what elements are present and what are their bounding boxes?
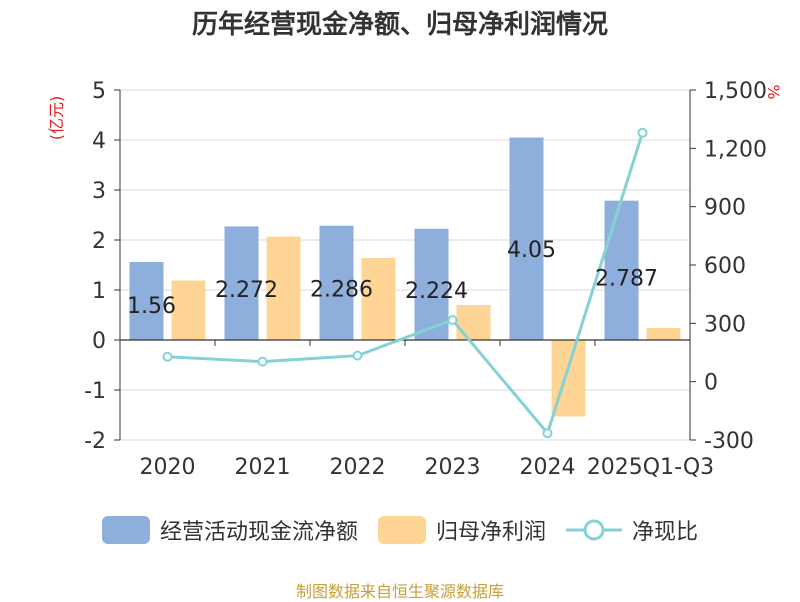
data-label-cashflow: 2.224 [405,279,468,304]
bar-cashflow [604,200,639,340]
y-left-tick-label: 2 [92,229,106,254]
data-label-cashflow: 2.286 [310,278,373,303]
x-tick-label: 2023 [425,455,481,480]
bar-net-profit [266,236,301,340]
source-note: 制图数据来自恒生聚源数据库 [295,582,504,601]
y-right-tick-label: 300 [704,312,746,337]
chart-title: 历年经营现金净额、归母净利润情况 [191,10,608,40]
y-right-tick-label: 1,200 [704,137,767,162]
bar-cashflow [509,137,544,340]
y-right-axis-label: % [764,84,783,99]
bar-cashflow [224,226,259,340]
bar-net-profit [456,305,491,340]
x-tick-label: 2024 [520,455,576,480]
y-left-tick-label: -2 [84,429,106,454]
y-left-tick-label: 1 [92,279,106,304]
line-point-cash-ratio [257,356,268,367]
bar-net-profit [646,328,681,340]
data-label-cashflow: 4.05 [507,238,556,263]
legend-swatch-cashflow [101,516,150,544]
line-cash-ratio [167,132,644,437]
legend-label-net-profit: 归母净利润 [435,520,546,545]
legend-item-net-profit[interactable]: 归母净利润 [377,514,546,546]
y-left-tick-label: 5 [92,79,106,104]
legend-line-icon [566,519,622,541]
legend: 经营活动现金流净额 归母净利润 净现比 [0,514,800,546]
bar-cashflow [319,225,354,340]
data-label-cashflow: 2.787 [595,266,658,291]
legend-swatch-net-profit [377,516,426,544]
bar-net-profit [361,258,396,340]
bar-cashflow [414,228,449,340]
y-right-tick-label: 1,500 [704,79,767,104]
legend-label-cashflow: 经营活动现金流净额 [159,520,358,545]
data-label-cashflow: 1.56 [127,294,176,319]
legend-item-cashflow[interactable]: 经营活动现金流净额 [101,514,358,546]
x-tick-label: 2025Q1-Q3 [587,455,714,480]
y-left-tick-label: 4 [92,129,106,154]
bar-cashflow [129,262,164,340]
y-left-axis-label: (亿元) [47,96,66,141]
y-left-tick-label: 0 [92,329,106,354]
line-point-cash-ratio [637,127,648,138]
y-right-tick-label: -300 [704,429,754,454]
y-right-tick-label: 0 [704,371,718,396]
y-left-tick-label: 3 [92,179,106,204]
x-tick-label: 2022 [330,455,386,480]
y-right-tick-label: 900 [704,196,746,221]
line-point-cash-ratio [162,351,173,362]
y-right-tick-label: 600 [704,254,746,279]
line-point-cash-ratio [352,350,363,361]
y-left-tick-label: -1 [84,379,106,404]
data-label-cashflow: 2.272 [215,278,278,303]
x-tick-label: 2021 [235,455,291,480]
x-tick-label: 2020 [140,455,196,480]
line-point-cash-ratio [542,428,553,439]
bar-net-profit [171,280,206,340]
legend-item-cash-ratio[interactable]: 净现比 [566,514,698,546]
legend-label-cash-ratio: 净现比 [632,520,699,545]
line-point-cash-ratio [447,315,458,326]
